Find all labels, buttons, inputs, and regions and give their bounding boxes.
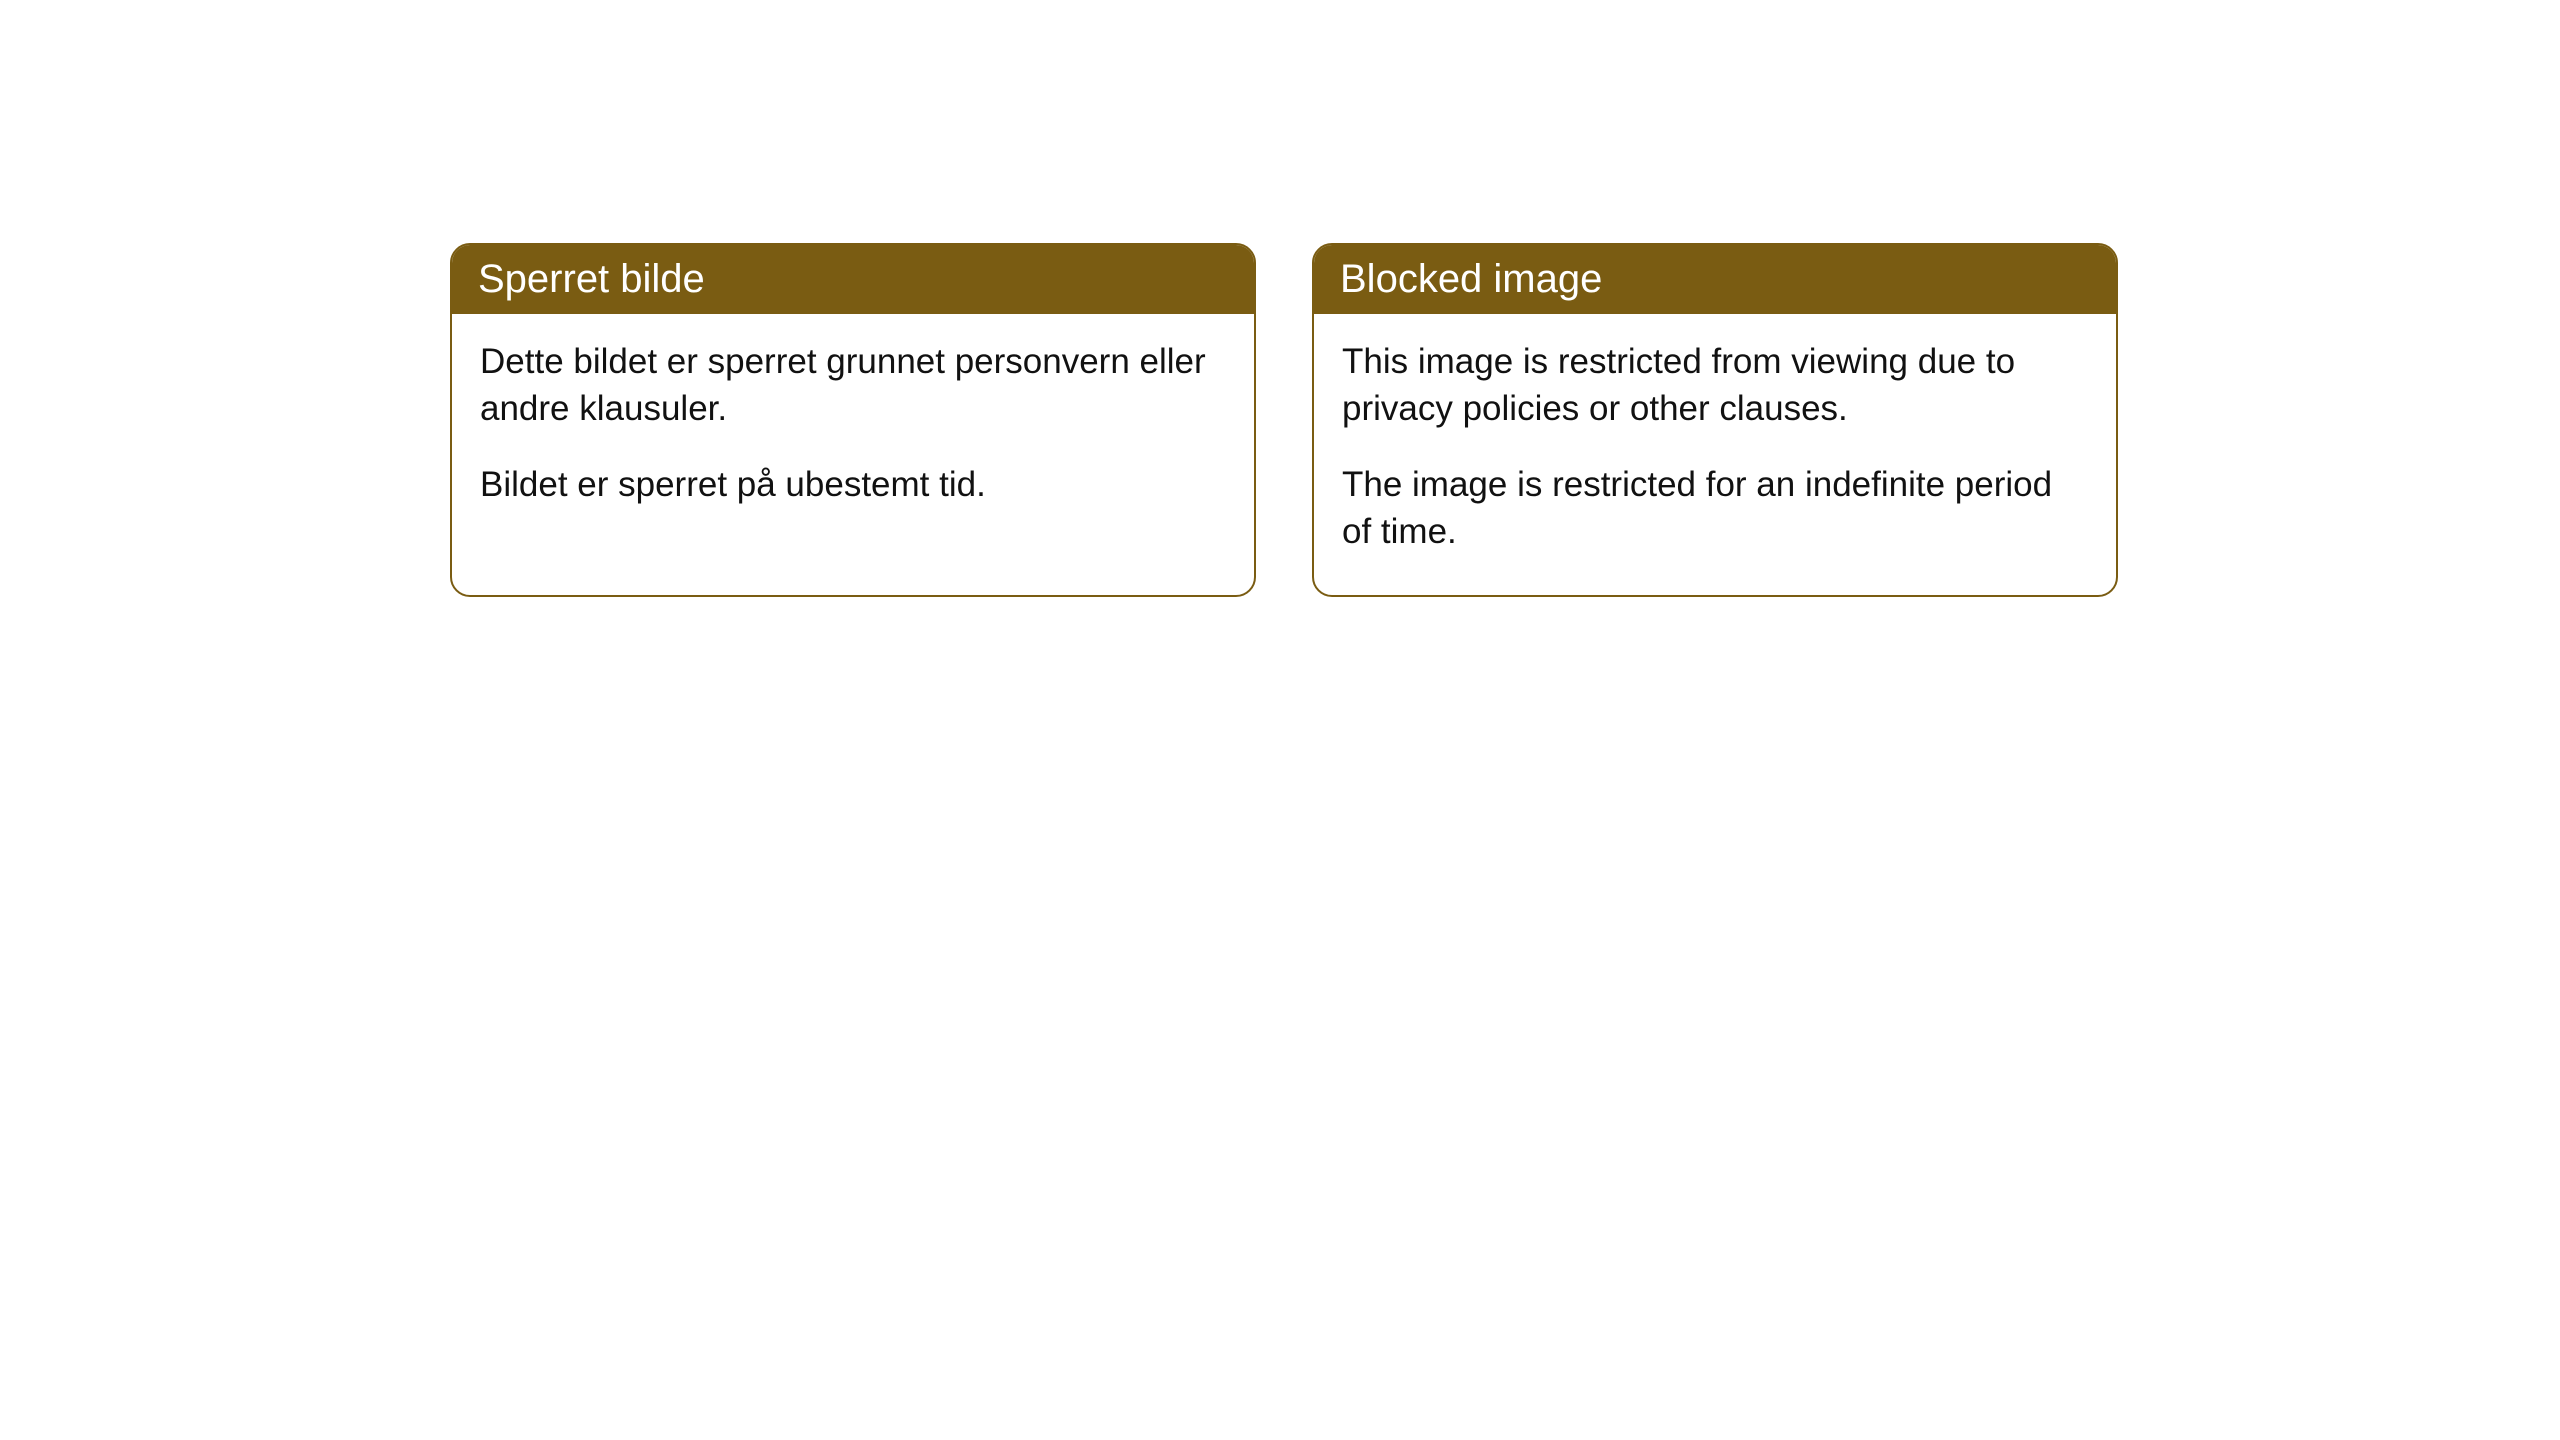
notice-cards-container: Sperret bilde Dette bildet er sperret gr… (450, 243, 2118, 597)
card-paragraph-no-1: Dette bildet er sperret grunnet personve… (480, 338, 1226, 433)
card-header-en: Blocked image (1314, 245, 2116, 314)
card-header-no: Sperret bilde (452, 245, 1254, 314)
card-paragraph-no-2: Bildet er sperret på ubestemt tid. (480, 461, 1226, 508)
card-paragraph-en-2: The image is restricted for an indefinit… (1342, 461, 2088, 556)
card-paragraph-en-1: This image is restricted from viewing du… (1342, 338, 2088, 433)
card-body-en: This image is restricted from viewing du… (1314, 314, 2116, 595)
blocked-image-card-no: Sperret bilde Dette bildet er sperret gr… (450, 243, 1256, 597)
blocked-image-card-en: Blocked image This image is restricted f… (1312, 243, 2118, 597)
card-body-no: Dette bildet er sperret grunnet personve… (452, 314, 1254, 548)
